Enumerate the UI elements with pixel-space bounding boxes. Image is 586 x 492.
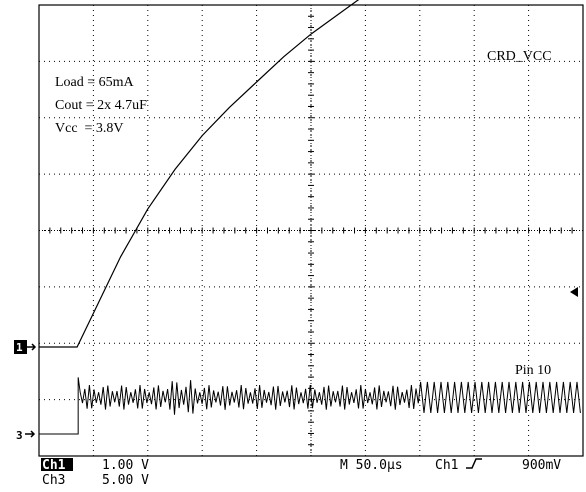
trigger-level-arrow-icon[interactable]	[570, 287, 578, 297]
ch1-label-box	[41, 458, 73, 471]
trigger-source: Ch1	[435, 458, 458, 473]
svg-text:1: 1	[16, 341, 23, 354]
vcc-annotation: Vcc = 3.8V	[55, 121, 124, 136]
ch3-label: Ch3	[42, 473, 65, 488]
traces	[39, 0, 581, 435]
svg-text:3: 3	[16, 429, 23, 442]
load-annotation: Load = 65mA	[55, 75, 135, 90]
pin10-trace	[39, 377, 581, 435]
crd-vcc-trace	[39, 0, 360, 348]
crd-vcc-series-label: CRD_VCC	[487, 49, 552, 64]
ch3-ground-marker[interactable]: 3	[16, 429, 36, 442]
ch3-scale: 5.00 V	[102, 473, 149, 488]
ch1-ground-marker[interactable]: 1	[14, 340, 37, 354]
pin10-series-label: Pin 10	[515, 363, 551, 378]
trigger-level: 900mV	[522, 458, 561, 473]
rising-edge-icon	[466, 458, 482, 469]
ch1-label: Ch1	[42, 458, 66, 473]
ch1-scale: 1.00 V	[102, 458, 149, 473]
timebase-readout: M 50.0µs	[340, 458, 403, 473]
cout-annotation: Cout = 2x 4.7uF	[55, 98, 147, 113]
